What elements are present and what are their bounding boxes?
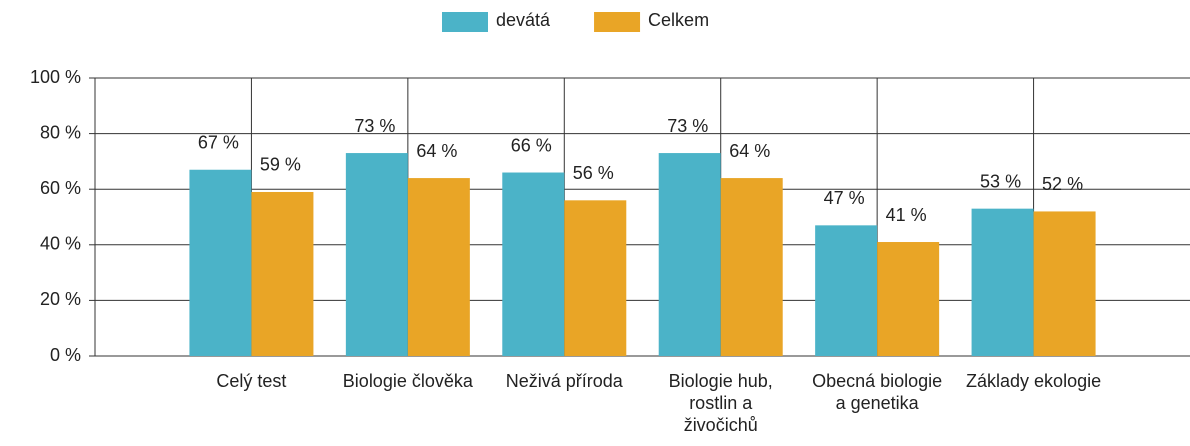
x-tick-label: Celý test [216,371,287,391]
bar [407,178,470,356]
y-tick-label: 100 % [30,67,81,87]
y-tick-label: 80 % [40,122,81,142]
bar [720,178,783,356]
value-label: 64 % [416,141,457,161]
y-tick-label: 20 % [40,289,81,309]
bar [189,169,252,356]
value-label: 41 % [886,205,927,225]
y-tick-label: 0 % [50,345,81,365]
value-label: 73 % [354,116,395,136]
bar [564,200,627,356]
legend-label: Celkem [648,10,709,30]
y-tick-label: 60 % [40,178,81,198]
legend-label: devátá [496,10,551,30]
value-label: 67 % [198,132,239,152]
value-label: 59 % [260,155,301,175]
bar [815,225,878,356]
value-label: 64 % [729,141,770,161]
bar [502,172,565,356]
x-tick-label: Neživá příroda [505,371,623,391]
bar [345,153,408,356]
bar [877,242,940,356]
bar [971,208,1034,356]
value-label: 52 % [1042,174,1083,194]
value-label: 73 % [667,116,708,136]
value-label: 53 % [980,171,1021,191]
x-tick-label: Obecná biologie a genetika [812,371,943,413]
value-label: 47 % [824,188,865,208]
bar [1033,211,1096,356]
x-tick-label: Základy ekologie [966,371,1102,391]
legend-swatch [442,12,488,32]
y-tick-label: 40 % [40,234,81,254]
x-tick-label: Biologie člověka [342,371,473,391]
value-label: 56 % [573,163,614,183]
bar [658,153,721,356]
value-label: 66 % [511,135,552,155]
x-tick-label: Biologie hub, rostlin a živočichů [668,371,773,435]
legend-swatch [594,12,641,32]
bar [251,191,314,356]
